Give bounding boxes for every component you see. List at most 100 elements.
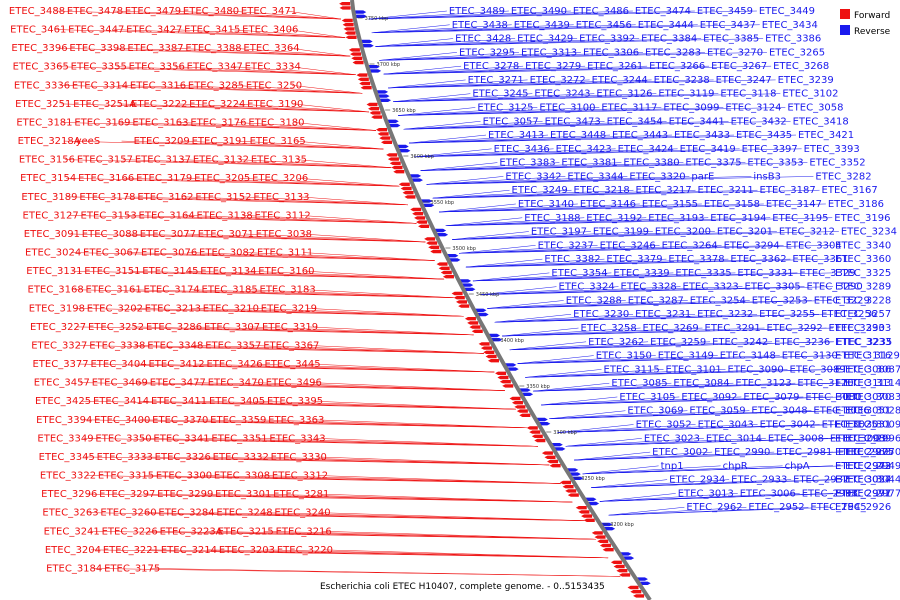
reverse-gene-label[interactable]: ETEC_3295 — [459, 47, 515, 58]
reverse-gene-label[interactable]: ETEC_3352 — [809, 158, 865, 169]
forward-gene-label[interactable]: ETEC_3281 — [273, 489, 329, 500]
reverse-gene-label[interactable]: ETEC_3270 — [707, 47, 763, 58]
reverse-gene-label[interactable]: ETEC_3382 — [544, 254, 600, 265]
reverse-gene-label[interactable]: ETEC_3439 — [514, 20, 570, 31]
forward-gene-label[interactable]: ETEC_3457 — [34, 378, 90, 389]
forward-gene-label[interactable]: ETEC_3161 — [86, 285, 142, 296]
forward-gene-label[interactable]: ETEC_3174 — [144, 285, 200, 296]
reverse-gene-label[interactable]: ETEC_3378 — [668, 254, 724, 265]
reverse-gene-label[interactable]: ETEC_3008 — [768, 433, 824, 444]
forward-gene-label[interactable]: ETEC_3297 — [99, 489, 155, 500]
reverse-gene-label[interactable]: ETEC_3438 — [452, 20, 508, 31]
reverse-gene-label[interactable]: ETEC_3114 — [845, 378, 900, 389]
forward-gene-label[interactable]: ETEC_3326 — [155, 452, 211, 463]
reverse-gene-label[interactable]: ETEC_3340 — [835, 240, 891, 251]
reverse-gene-label[interactable]: ETEC_3083 — [845, 392, 900, 403]
forward-gene-label[interactable]: ETEC_3168 — [28, 285, 84, 296]
forward-gene-label[interactable]: ETEC_3414 — [93, 396, 149, 407]
reverse-gene-label[interactable]: ETEC_3234 — [841, 227, 897, 238]
reverse-gene-label[interactable]: ETEC_3283 — [645, 47, 701, 58]
reverse-gene-label[interactable]: ETEC_3331 — [737, 268, 793, 279]
reverse-gene-label[interactable]: ETEC_3354 — [551, 268, 607, 279]
forward-gene-label[interactable]: ETEC_3227 — [30, 322, 86, 333]
reverse-gene-label[interactable]: ETEC_3239 — [778, 75, 834, 86]
reverse-gene-label[interactable]: ETEC_3130 — [782, 351, 838, 362]
reverse-gene-label[interactable]: ETEC_3125 — [477, 102, 533, 113]
reverse-gene-label[interactable]: ETEC_3490 — [511, 6, 567, 17]
forward-gene-label[interactable]: ETEC_3471 — [241, 6, 297, 17]
forward-gene-label[interactable]: ETEC_3286 — [146, 322, 202, 333]
reverse-gene-label[interactable]: ETEC_2962 — [686, 502, 742, 513]
reverse-gene-label[interactable]: ETEC_3115 — [604, 364, 660, 375]
reverse-gene-label[interactable]: ETEC_3200 — [655, 227, 711, 238]
reverse-gene-label[interactable]: ETEC_3259 — [650, 337, 706, 348]
forward-gene-label[interactable]: ETEC_3447 — [68, 25, 124, 36]
reverse-gene-label[interactable]: ETEC_3329 — [799, 268, 855, 279]
forward-gene-label[interactable]: ETEC_3189 — [21, 192, 77, 203]
reverse-gene-label[interactable]: ETEC_3058 — [787, 102, 843, 113]
reverse-gene-label[interactable]: ETEC_3459 — [697, 6, 753, 17]
reverse-gene-label[interactable]: ETEC_3419 — [680, 144, 736, 155]
reverse-gene-label[interactable]: ETEC_3380 — [623, 158, 679, 169]
forward-gene-label[interactable]: ETEC_3308 — [214, 471, 270, 482]
reverse-gene-label[interactable]: ETEC_3233 — [835, 337, 891, 348]
reverse-gene-label[interactable]: ETEC_3237 — [538, 240, 594, 251]
reverse-gene-label[interactable]: ETEC_3253 — [752, 295, 808, 306]
forward-gene-label[interactable]: ETEC_3445 — [264, 359, 320, 370]
reverse-gene-label[interactable]: ETEC_2934 — [669, 475, 725, 486]
reverse-gene-label[interactable]: ETEC_3243 — [534, 89, 590, 100]
forward-gene-label[interactable]: ETEC_3145 — [142, 266, 198, 277]
reverse-gene-label[interactable]: ETEC_2949 — [845, 461, 900, 472]
forward-gene-label[interactable]: ETEC_3461 — [10, 25, 66, 36]
forward-gene-label[interactable]: ETEC_3334 — [245, 62, 301, 73]
forward-gene-label[interactable]: ETEC_3181 — [16, 117, 72, 128]
reverse-gene-label[interactable]: ETEC_3449 — [759, 6, 815, 17]
reverse-gene-label[interactable]: ETEC_3232 — [697, 309, 753, 320]
forward-gene-label[interactable]: ETEC_3412 — [148, 359, 204, 370]
reverse-gene-label[interactable]: ETEC_3246 — [600, 240, 656, 251]
reverse-gene-label[interactable]: ETEC_3236 — [774, 337, 830, 348]
reverse-gene-label[interactable]: ETEC_3120 — [797, 378, 853, 389]
reverse-gene-label[interactable]: ETEC_2975 — [838, 447, 894, 458]
reverse-gene-label[interactable]: ETEC_3262 — [588, 337, 644, 348]
reverse-gene-label[interactable]: ETEC_3199 — [593, 227, 649, 238]
forward-gene-label[interactable]: ETEC_3301 — [215, 489, 271, 500]
reverse-gene-label[interactable]: ETEC_3079 — [743, 392, 799, 403]
forward-gene-label[interactable]: ETEC_3185 — [202, 285, 258, 296]
forward-gene-label[interactable]: ETEC_3152 — [195, 192, 251, 203]
reverse-gene-label[interactable]: ETEC_3102 — [782, 89, 838, 100]
reverse-gene-label[interactable]: ETEC_3249 — [512, 185, 568, 196]
forward-gene-label[interactable]: ETEC_3112 — [255, 210, 311, 221]
reverse-gene-label[interactable]: ETEC_3025 — [822, 420, 878, 431]
forward-gene-label[interactable]: ETEC_3203 — [219, 545, 275, 556]
forward-gene-label[interactable]: ETEC_3488 — [9, 6, 65, 17]
reverse-gene-label[interactable]: ETEC_2971 — [835, 488, 891, 499]
forward-gene-label[interactable]: ETEC_3479 — [125, 6, 181, 17]
forward-gene-label[interactable]: ETEC_3425 — [35, 396, 91, 407]
reverse-gene-label[interactable]: ETEC_2970 — [845, 447, 900, 458]
reverse-gene-label[interactable]: ETEC_3155 — [642, 199, 698, 210]
reverse-gene-label[interactable]: ETEC_3282 — [815, 171, 871, 182]
reverse-gene-label[interactable]: ETEC_3397 — [742, 144, 798, 155]
reverse-gene-label[interactable]: ETEC_3230 — [573, 309, 629, 320]
forward-gene-label[interactable]: ETEC_3224 — [189, 99, 245, 110]
reverse-gene-label[interactable]: ETEC_3418 — [793, 116, 849, 127]
reverse-gene-label[interactable]: ETEC_2997 — [835, 488, 891, 499]
reverse-gene-label[interactable]: ETEC_3448 — [550, 130, 606, 141]
reverse-gene-label[interactable]: ETEC_3124 — [725, 102, 781, 113]
reverse-gene-label[interactable]: ETEC_3059 — [689, 406, 745, 417]
forward-gene-label[interactable]: ETEC_3470 — [208, 378, 264, 389]
reverse-gene-label[interactable]: ETEC_3436 — [494, 144, 550, 155]
reverse-gene-label[interactable]: ETEC_3092 — [681, 392, 737, 403]
forward-gene-label[interactable]: ETEC_3496 — [266, 378, 322, 389]
forward-gene-label[interactable]: ETEC_3024 — [25, 248, 81, 259]
forward-gene-label[interactable]: ETEC_3347 — [187, 62, 243, 73]
forward-gene-label[interactable]: ETEC_3330 — [271, 452, 327, 463]
reverse-gene-label[interactable]: ETEC_3186 — [828, 199, 884, 210]
forward-gene-label[interactable]: ETEC_3151 — [84, 266, 140, 277]
forward-gene-label[interactable]: yeeS — [76, 136, 101, 147]
reverse-gene-label[interactable]: ETEC_3413 — [488, 130, 544, 141]
reverse-gene-label[interactable]: ETEC_3456 — [576, 20, 632, 31]
reverse-gene-label[interactable]: ETEC_3268 — [773, 61, 829, 72]
reverse-gene-label[interactable]: ETEC_3443 — [612, 130, 668, 141]
